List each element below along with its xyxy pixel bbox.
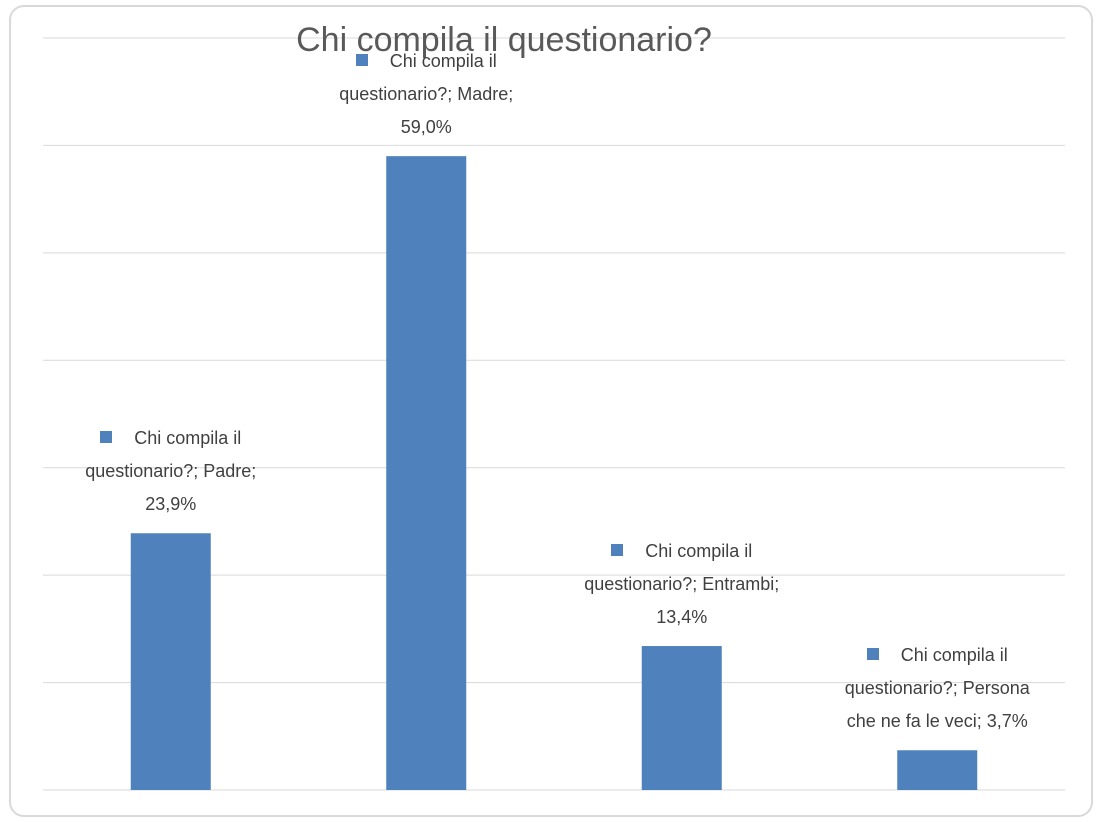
- data-label-box: Chi compila il questionario?; Padre; 23,…: [71, 422, 271, 521]
- data-label-box: Chi compila il questionario?; Entrambi; …: [582, 535, 782, 634]
- chart-title: Chi compila il questionario?: [296, 21, 712, 59]
- data-label: Chi compila il questionario?; Persona ch…: [844, 645, 1030, 732]
- chart-border: [9, 5, 1093, 817]
- bar: [897, 750, 978, 790]
- bar: [130, 533, 211, 790]
- data-label: Chi compila il questionario?; Entrambi; …: [584, 541, 780, 628]
- data-label-box: Chi compila il questionario?; Madre; 59,…: [326, 45, 526, 144]
- data-label: Chi compila il questionario?; Padre; 23,…: [85, 428, 257, 515]
- data-label-box: Chi compila il questionario?; Persona ch…: [842, 639, 1032, 738]
- legend-key: [611, 544, 624, 557]
- legend-key: [866, 648, 879, 661]
- data-label: Chi compila il questionario?; Madre; 59,…: [339, 51, 514, 138]
- bar: [641, 646, 722, 790]
- bar: [386, 156, 467, 790]
- legend-key: [355, 54, 368, 67]
- plot: [43, 37, 1065, 791]
- legend-key: [100, 431, 113, 444]
